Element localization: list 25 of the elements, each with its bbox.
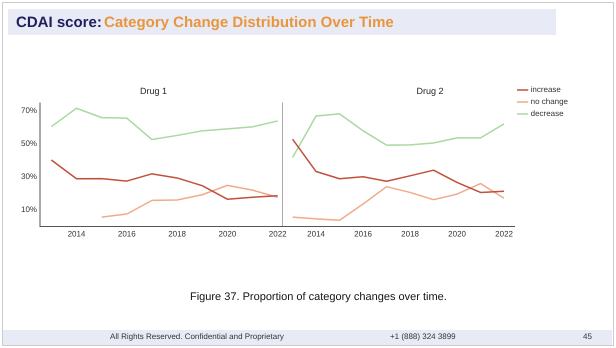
text: +1 (888) 324 3899 (390, 332, 456, 341)
caption: Figure 37. Proportion of category changes over time. (190, 291, 447, 303)
y-tick-label: 10% (20, 205, 38, 214)
legend-label: decrease (530, 109, 564, 118)
x-tick-label: 2022 (268, 229, 288, 238)
text: 45 (583, 332, 592, 341)
x-tick-label: 2014 (307, 229, 326, 238)
text: Category Change Distribution Over Time (104, 14, 394, 31)
legend-label: increase (530, 85, 562, 94)
x-tick-label: 2014 (68, 229, 86, 238)
x-tick-label: 2020 (218, 229, 237, 238)
x-tick-label: 2020 (448, 229, 467, 238)
x-tick-label: 2016 (354, 229, 373, 238)
y-tick-label: 70% (20, 106, 38, 116)
y-tick-label: 50% (20, 139, 38, 148)
x-tick-label: 2022 (495, 229, 514, 238)
y-tick-label: 30% (20, 172, 38, 182)
text: CDAI score: (16, 14, 102, 31)
x-tick-label: 2018 (401, 229, 420, 238)
x-tick-label: 2016 (118, 229, 136, 238)
legend-label: no change (530, 97, 569, 106)
x-tick-label: 2018 (168, 229, 187, 238)
chart-title: Drug 1 (140, 86, 168, 96)
chart-title: Drug 2 (416, 86, 444, 96)
text: All Rights Reserved. Confidential and Proprietary (110, 332, 284, 341)
